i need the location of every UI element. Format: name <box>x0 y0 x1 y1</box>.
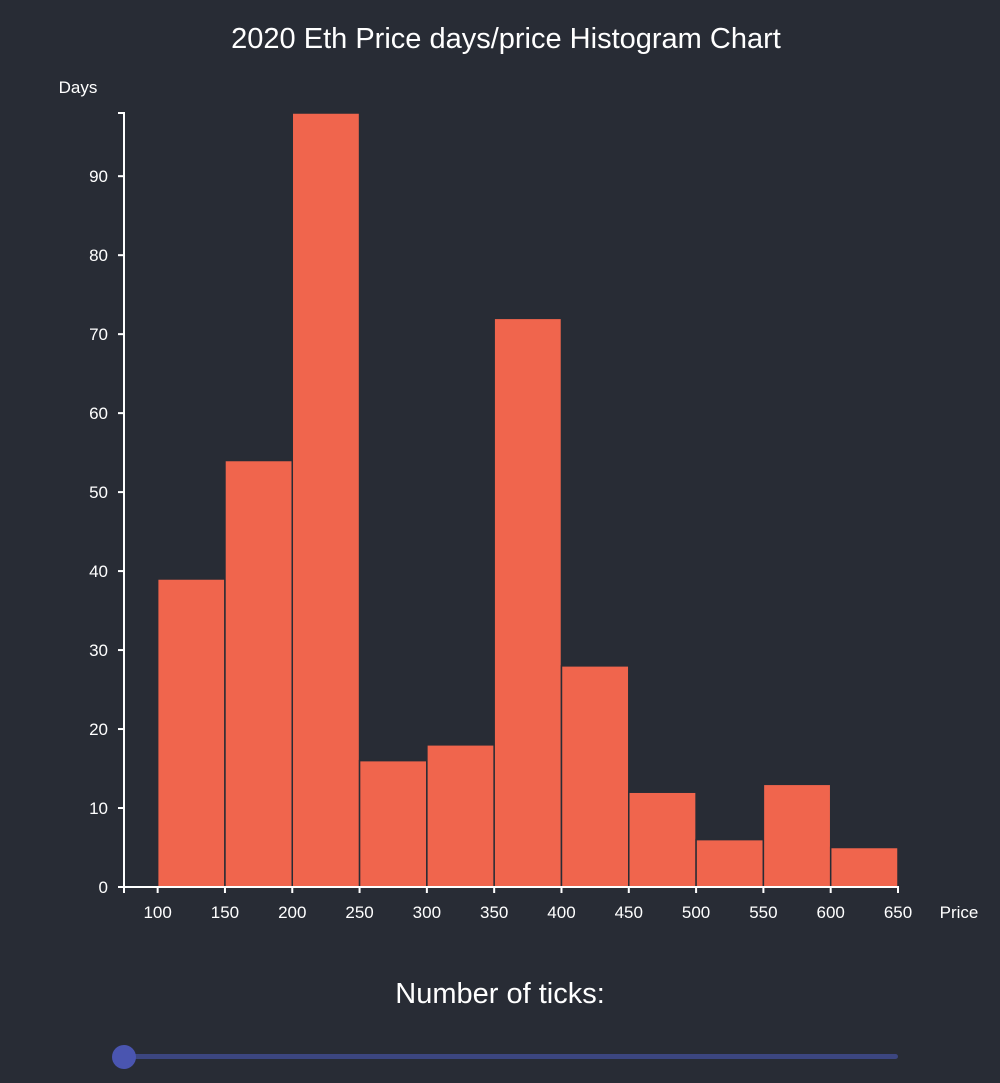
y-tick-label: 50 <box>89 483 108 502</box>
slider-label: Number of ticks: <box>395 978 605 1010</box>
y-tick-label: 10 <box>89 799 108 818</box>
y-tick-label: 60 <box>89 404 108 423</box>
y-axis-line <box>118 112 125 888</box>
y-axis: 0 10 20 30 40 50 60 70 80 90 <box>89 112 125 897</box>
y-tick-label: 80 <box>89 246 108 265</box>
y-axis-label: Days <box>59 78 98 97</box>
x-tick-label: 550 <box>749 903 777 922</box>
histogram-bar-350-400 <box>493 317 563 888</box>
x-tick-label: 500 <box>682 903 710 922</box>
y-tick-label: 0 <box>99 878 108 897</box>
bars-group <box>156 112 899 888</box>
x-tick-label: 200 <box>278 903 306 922</box>
y-tick-label: 30 <box>89 641 108 660</box>
histogram-bar-150-200 <box>224 459 294 888</box>
ticks-slider-track[interactable] <box>112 1045 898 1069</box>
histogram-bar-400-450 <box>560 665 630 888</box>
x-tick-label: 350 <box>480 903 508 922</box>
x-axis-label: Price <box>940 903 979 922</box>
x-tick-label: 150 <box>211 903 239 922</box>
y-tick-label: 90 <box>89 167 108 186</box>
histogram-bar-550-600 <box>762 783 832 888</box>
x-tick-label: 600 <box>817 903 845 922</box>
y-tick-label: 40 <box>89 562 108 581</box>
ticks-slider-thumb[interactable] <box>112 1045 136 1069</box>
histogram-chart: 2020 Eth Price days/price Histogram Char… <box>59 23 979 922</box>
histogram-bar-100-150 <box>156 578 226 888</box>
y-tick-label: 20 <box>89 720 108 739</box>
histogram-bar-450-500 <box>628 791 697 888</box>
x-tick-label: 650 <box>884 903 912 922</box>
x-tick-label: 400 <box>547 903 575 922</box>
histogram-bar-300-350 <box>426 744 495 888</box>
y-tick-label: 70 <box>89 325 108 344</box>
x-tick-label: 100 <box>143 903 171 922</box>
x-tick-label: 250 <box>345 903 373 922</box>
histogram-bar-600-650 <box>829 846 899 888</box>
chart-title: 2020 Eth Price days/price Histogram Char… <box>231 23 781 55</box>
x-tick-label: 450 <box>615 903 643 922</box>
x-axis: 100 150 200 250 300 350 400 450 500 550 600 650 <box>123 886 912 922</box>
x-axis-line <box>123 886 899 893</box>
histogram-bar-200-250 <box>291 112 361 888</box>
x-tick-label: 300 <box>413 903 441 922</box>
histogram-bar-500-550 <box>695 838 765 888</box>
histogram-bar-250-300 <box>358 759 428 888</box>
